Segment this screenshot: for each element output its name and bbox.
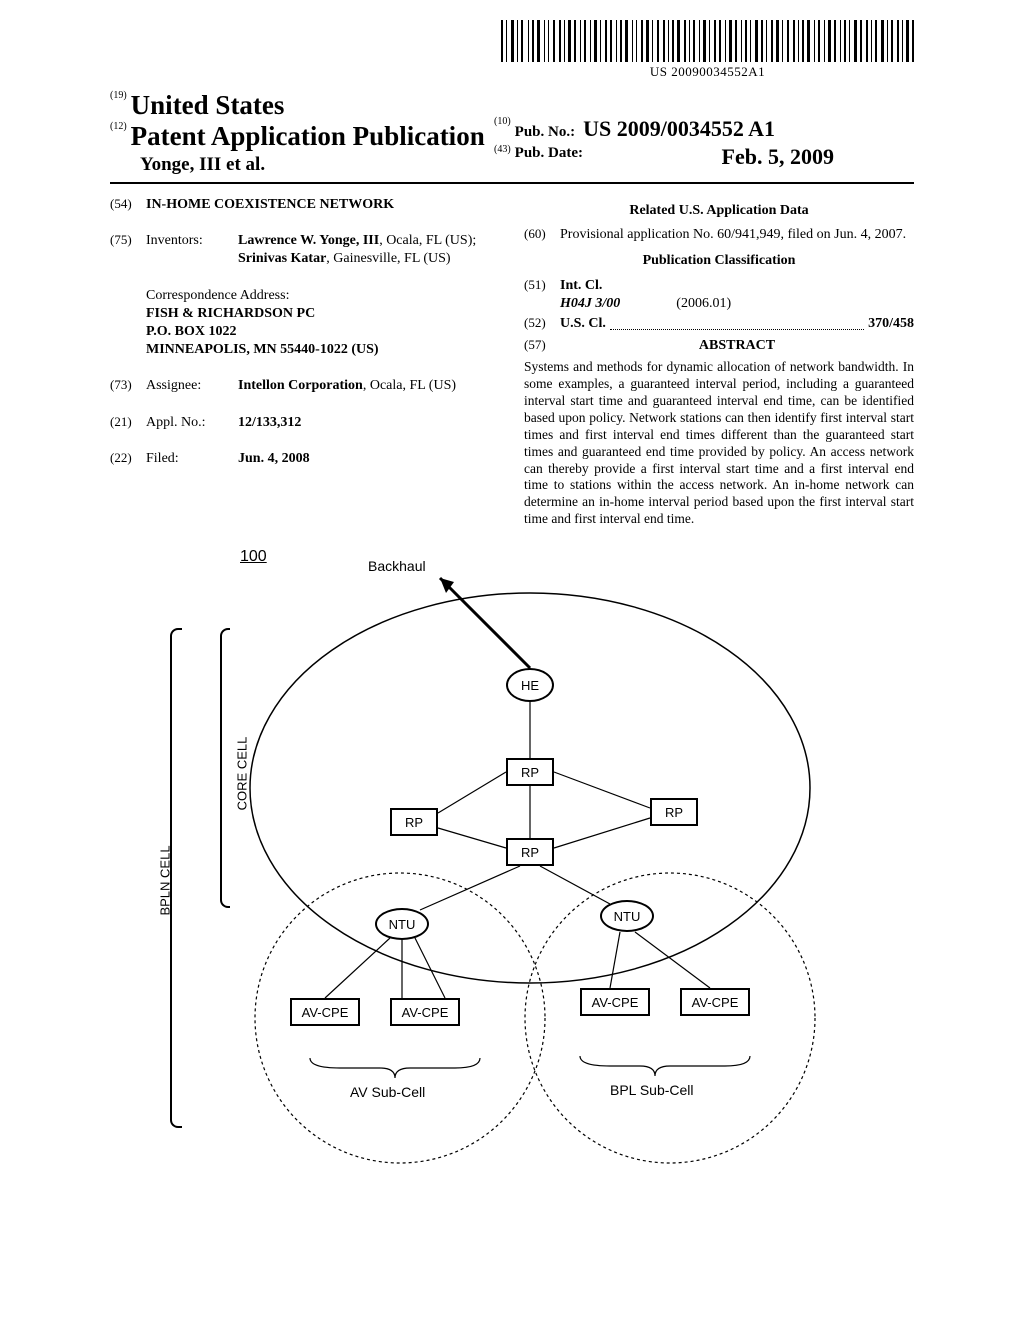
code-10: (10) [494, 116, 511, 127]
assignee-label: Assignee: [146, 377, 238, 395]
core-cell-label: CORE CELL [234, 737, 249, 811]
bpln-cell-label: BPLN CELL [158, 846, 173, 916]
code-12: (12) [110, 121, 127, 132]
core-bracket [220, 628, 230, 908]
provisional: Provisional application No. 60/941,949, … [560, 226, 914, 244]
biblio-columns: (54) IN-HOME COEXISTENCE NETWORK (75) In… [110, 196, 914, 528]
avcpe-4: AV-CPE [680, 988, 750, 1016]
uscl-dots [610, 315, 864, 330]
corr-label: Correspondence Address: [146, 287, 500, 305]
figure: 100 Backhaul [110, 548, 914, 1168]
header-divider [110, 182, 914, 184]
rp-top: RP [506, 758, 554, 786]
correspondence: Correspondence Address: FISH & RICHARDSO… [146, 287, 500, 360]
ntu-left: NTU [375, 908, 429, 940]
abstract-heading: ABSTRACT [560, 337, 914, 355]
pub-no-value: US 2009/0034552 A1 [583, 116, 775, 141]
code-60: (60) [524, 226, 560, 244]
code-54: (54) [110, 196, 146, 214]
corr-line-1: FISH & RICHARDSON PC [146, 305, 500, 323]
avcpe-3: AV-CPE [580, 988, 650, 1016]
author-line: Yonge, III et al. [140, 154, 490, 176]
uscl-value: 370/458 [868, 315, 914, 333]
abstract-text: Systems and methods for dynamic allocati… [524, 359, 914, 528]
country: United States [131, 90, 285, 120]
assignee-value: Intellon Corporation, Ocala, FL (US) [238, 377, 500, 395]
code-22: (22) [110, 450, 146, 468]
he-node: HE [506, 668, 554, 702]
avcpe-2: AV-CPE [390, 998, 460, 1026]
pub-date-label: Pub. Date: [515, 145, 583, 161]
code-52: (52) [524, 315, 560, 333]
pub-no-label: Pub. No.: [515, 124, 575, 140]
invention-title: IN-HOME COEXISTENCE NETWORK [146, 196, 394, 214]
av-subcell-label: AV Sub-Cell [350, 1084, 425, 1100]
code-21: (21) [110, 414, 146, 432]
corr-line-2: P.O. BOX 1022 [146, 323, 500, 341]
inventors-value: Lawrence W. Yonge, III, Ocala, FL (US); … [238, 232, 500, 268]
code-57: (57) [524, 337, 560, 355]
rp-right: RP [650, 798, 698, 826]
pubclass-heading: Publication Classification [524, 252, 914, 270]
bpl-subcell-label: BPL Sub-Cell [610, 1082, 694, 1098]
code-51: (51) [524, 277, 560, 313]
left-column: (54) IN-HOME COEXISTENCE NETWORK (75) In… [110, 196, 500, 528]
code-73: (73) [110, 377, 146, 395]
uscl-label: U.S. Cl. [560, 315, 606, 333]
appl-value: 12/133,312 [238, 414, 500, 432]
rp-bottom: RP [506, 838, 554, 866]
related-heading: Related U.S. Application Data [524, 202, 914, 220]
ntu-right: NTU [600, 900, 654, 932]
avcpe-1: AV-CPE [290, 998, 360, 1026]
filed-value: Jun. 4, 2008 [238, 450, 500, 468]
rp-left: RP [390, 808, 438, 836]
doc-type: Patent Application Publication [131, 121, 485, 151]
code-75: (75) [110, 232, 146, 268]
barcode-area: US 20090034552A1 [501, 20, 914, 80]
pub-date-value: Feb. 5, 2009 [722, 144, 834, 170]
barcode [501, 20, 914, 62]
header: (19) United States (12) Patent Applicati… [110, 90, 914, 176]
barcode-number: US 20090034552A1 [501, 64, 914, 80]
intcl: Int. Cl. H04J 3/00 (2006.01) [560, 277, 731, 313]
appl-label: Appl. No.: [146, 414, 238, 432]
corr-line-3: MINNEAPOLIS, MN 55440-1022 (US) [146, 341, 500, 359]
filed-label: Filed: [146, 450, 238, 468]
inventors-label: Inventors: [146, 232, 238, 268]
right-column: Related U.S. Application Data (60) Provi… [524, 196, 914, 528]
code-43: (43) [494, 144, 511, 155]
code-19: (19) [110, 90, 127, 101]
